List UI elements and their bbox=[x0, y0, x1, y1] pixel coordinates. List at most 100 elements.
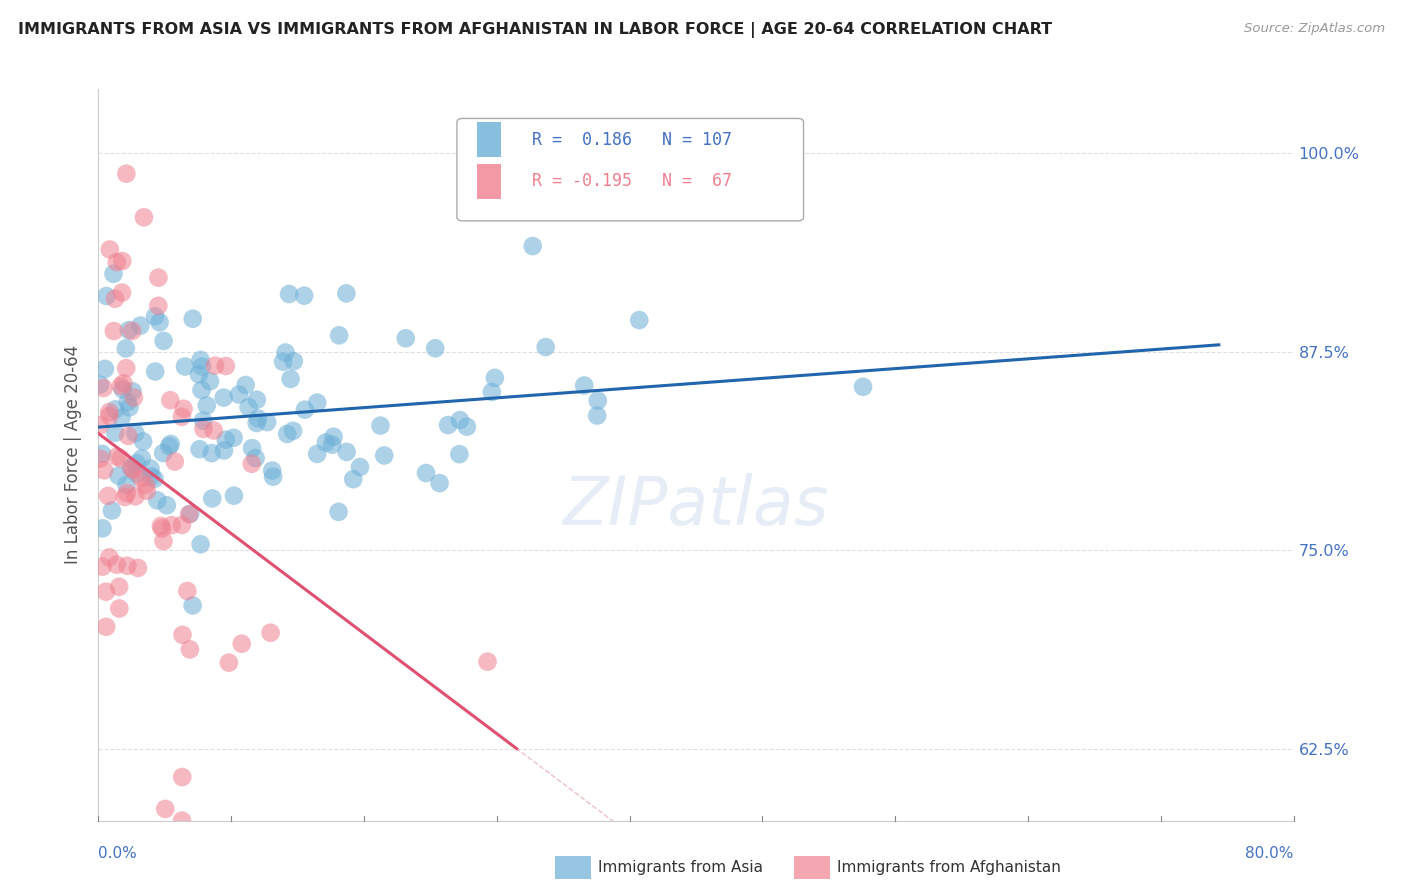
Point bbox=[93, 463, 115, 477]
Point bbox=[190, 383, 212, 397]
Point bbox=[117, 395, 139, 409]
Point bbox=[212, 443, 235, 458]
Point bbox=[245, 451, 267, 466]
Point bbox=[89, 377, 111, 392]
Point bbox=[170, 518, 193, 533]
Point bbox=[181, 311, 204, 326]
Point bbox=[195, 399, 218, 413]
Point bbox=[143, 364, 166, 378]
Point bbox=[152, 334, 174, 348]
Point bbox=[141, 469, 163, 483]
Point bbox=[256, 415, 278, 429]
Point bbox=[628, 313, 651, 327]
Point bbox=[148, 270, 170, 285]
Point bbox=[231, 637, 253, 651]
Point bbox=[132, 434, 155, 449]
Point bbox=[131, 471, 153, 485]
Point bbox=[574, 378, 596, 392]
Point bbox=[152, 534, 174, 549]
Point bbox=[425, 341, 447, 355]
Y-axis label: In Labor Force | Age 20-64: In Labor Force | Age 20-64 bbox=[63, 345, 82, 565]
Point bbox=[94, 584, 117, 599]
Point bbox=[118, 323, 141, 337]
Point bbox=[170, 409, 193, 424]
Point bbox=[188, 442, 211, 457]
Point bbox=[235, 378, 257, 392]
Point bbox=[198, 374, 221, 388]
Point bbox=[117, 558, 139, 573]
Point bbox=[112, 376, 135, 391]
Point bbox=[131, 451, 153, 466]
Point bbox=[262, 469, 284, 483]
Point bbox=[212, 391, 235, 405]
Point bbox=[117, 429, 139, 443]
Point bbox=[191, 359, 214, 374]
Point bbox=[111, 254, 134, 268]
Point bbox=[484, 371, 506, 385]
Text: 80.0%: 80.0% bbox=[1246, 846, 1294, 861]
Point bbox=[122, 463, 145, 477]
Point bbox=[121, 461, 143, 475]
Point bbox=[98, 409, 121, 423]
Point bbox=[104, 425, 127, 440]
Point bbox=[127, 561, 149, 575]
Point bbox=[321, 438, 343, 452]
Point bbox=[170, 814, 193, 828]
Point bbox=[110, 379, 132, 393]
Point bbox=[172, 770, 194, 784]
Point bbox=[91, 559, 114, 574]
Point bbox=[155, 802, 177, 816]
Text: 0.0%: 0.0% bbox=[98, 846, 138, 861]
Point bbox=[159, 437, 181, 451]
Point bbox=[110, 410, 132, 425]
Point bbox=[191, 414, 214, 428]
Point bbox=[307, 447, 329, 461]
Point bbox=[336, 445, 359, 459]
Point bbox=[328, 328, 350, 343]
Point bbox=[437, 418, 460, 433]
Point bbox=[215, 359, 238, 373]
Point bbox=[228, 387, 250, 401]
Point bbox=[278, 287, 301, 301]
Point bbox=[152, 446, 174, 460]
Point bbox=[190, 353, 212, 368]
Point bbox=[115, 486, 138, 500]
Point bbox=[218, 656, 240, 670]
Point bbox=[132, 211, 155, 225]
Point bbox=[201, 446, 224, 460]
Point bbox=[370, 418, 392, 433]
Point bbox=[135, 478, 157, 492]
Point bbox=[315, 435, 337, 450]
Point bbox=[534, 340, 557, 354]
Point bbox=[328, 505, 350, 519]
Point bbox=[274, 345, 297, 359]
Point bbox=[240, 441, 263, 455]
Point bbox=[118, 401, 141, 415]
Point bbox=[129, 318, 152, 333]
Point bbox=[222, 431, 245, 445]
Point bbox=[115, 167, 138, 181]
Point bbox=[176, 584, 198, 599]
Point bbox=[281, 424, 304, 438]
Point bbox=[204, 359, 226, 373]
Point bbox=[271, 355, 294, 369]
Point bbox=[98, 550, 121, 565]
Point bbox=[103, 324, 125, 338]
Point bbox=[125, 456, 148, 470]
Point bbox=[105, 450, 128, 464]
Point bbox=[240, 457, 263, 471]
Point bbox=[322, 430, 344, 444]
Point bbox=[373, 449, 395, 463]
Point bbox=[294, 402, 316, 417]
Point bbox=[91, 521, 114, 535]
Point bbox=[121, 324, 143, 338]
Point bbox=[449, 447, 471, 461]
Point bbox=[105, 255, 128, 269]
Point bbox=[110, 451, 132, 466]
Point bbox=[121, 384, 143, 399]
Point bbox=[105, 558, 128, 572]
Point bbox=[135, 483, 157, 498]
Text: Source: ZipAtlas.com: Source: ZipAtlas.com bbox=[1244, 22, 1385, 36]
Point bbox=[415, 466, 437, 480]
Point bbox=[307, 395, 329, 409]
